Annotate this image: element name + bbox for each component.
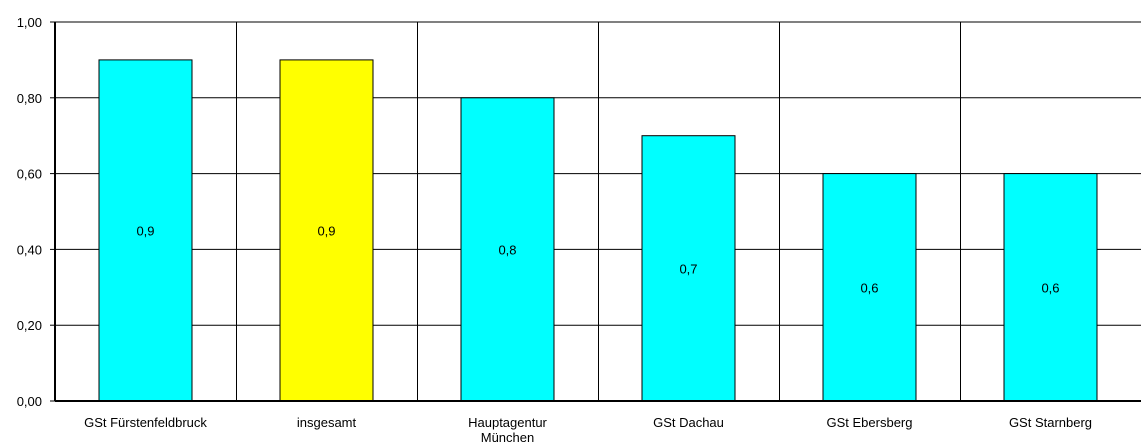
bar-5 <box>1003 173 1098 402</box>
x-tick-label-line: GSt Ebersberg <box>827 415 913 430</box>
x-tick-label-2: Hauptagentur München <box>468 415 547 445</box>
x-tick-label-line: GSt Dachau <box>653 415 724 430</box>
y-tick-label-4: 0,80 <box>17 91 42 106</box>
x-tick-label-line: München <box>481 430 534 445</box>
bar-1 <box>279 59 374 402</box>
data-label-1: 0,9 <box>317 223 335 238</box>
y-tick-label-0: 0,00 <box>17 394 42 409</box>
y-tick-label-5: 1,00 <box>17 15 42 30</box>
bar-3 <box>641 135 736 402</box>
data-label-0: 0,9 <box>136 223 154 238</box>
data-label-4: 0,6 <box>860 280 878 295</box>
x-tick-label-line: GSt Fürstenfeldbruck <box>84 415 207 430</box>
x-tick-label-line: insgesamt <box>297 415 357 430</box>
x-tick-label-3: GSt Dachau <box>653 415 724 430</box>
data-label-2: 0,8 <box>498 242 516 257</box>
x-tick-label-line: Hauptagentur <box>468 415 547 430</box>
data-label-5: 0,6 <box>1041 280 1059 295</box>
y-tick-label-1: 0,20 <box>17 318 42 333</box>
x-tick-label-5: GSt Starnberg <box>1009 415 1092 430</box>
bar-4 <box>822 173 917 402</box>
x-tick-label-line: GSt Starnberg <box>1009 415 1092 430</box>
x-tick-label-1: insgesamt <box>297 415 357 430</box>
y-tick-label-2: 0,40 <box>17 242 42 257</box>
x-tick-label-4: GSt Ebersberg <box>827 415 913 430</box>
bar-0 <box>98 59 193 402</box>
x-tick-label-0: GSt Fürstenfeldbruck <box>84 415 207 430</box>
data-label-3: 0,7 <box>679 261 697 276</box>
y-tick-label-3: 0,60 <box>17 167 42 182</box>
